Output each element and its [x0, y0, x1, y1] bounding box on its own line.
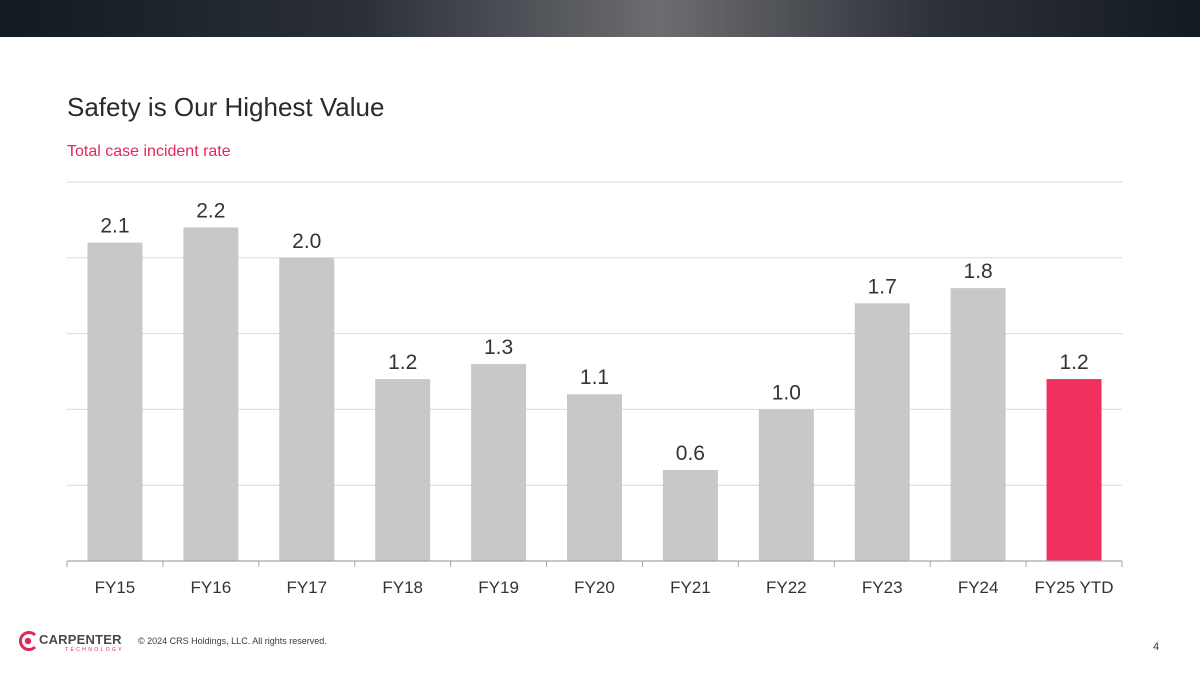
- x-tick-label: FY22: [766, 578, 807, 597]
- bar-fy24: [950, 288, 1006, 561]
- logo-tagline: TECHNOLOGY: [65, 647, 125, 653]
- data-label: 1.1: [580, 366, 609, 389]
- data-label: 1.7: [868, 275, 897, 298]
- x-tick-label: FY18: [382, 578, 423, 597]
- data-label: 1.8: [964, 260, 993, 283]
- data-label: 2.0: [292, 230, 321, 253]
- x-tick-label: FY20: [574, 578, 615, 597]
- copyright-notice: © 2024 CRS Holdings, LLC. All rights res…: [138, 636, 327, 646]
- x-tick-label: FY24: [958, 578, 999, 597]
- data-label: 2.2: [196, 199, 225, 222]
- x-tick-label: FY17: [286, 578, 327, 597]
- bar-fy16: [183, 227, 239, 562]
- x-tick-label: FY15: [95, 578, 136, 597]
- bar-fy21: [662, 470, 718, 561]
- bar-fy18: [375, 379, 431, 561]
- data-label: 1.2: [388, 351, 417, 374]
- bar-fy19: [471, 363, 527, 561]
- logo-wordmark: CARPENTER: [39, 632, 122, 647]
- x-tick-label: FY16: [191, 578, 232, 597]
- top-banner: [0, 0, 1200, 37]
- data-label: 1.3: [484, 336, 513, 359]
- bar-fy25-ytd: [1046, 379, 1102, 561]
- x-tick-label: FY25 YTD: [1035, 578, 1114, 597]
- bar-fy20: [567, 394, 622, 561]
- logo-mark-icon: [19, 631, 37, 651]
- data-label: 1.0: [772, 381, 801, 404]
- chart-subtitle: Total case incident rate: [67, 143, 231, 160]
- slide-title: Safety is Our Highest Value: [67, 92, 385, 122]
- x-tick-label: FY21: [670, 578, 711, 597]
- x-tick-label: FY23: [862, 578, 903, 597]
- bar-fy15: [87, 242, 143, 561]
- bar-fy22: [758, 409, 814, 561]
- company-logo: CARPENTER TECHNOLOGY: [18, 630, 128, 654]
- bar-fy17: [279, 257, 335, 561]
- page-number: 4: [1153, 641, 1160, 653]
- data-label: 0.6: [676, 442, 705, 465]
- bar-chart: 2.1 2.2 2.0 1.2 1.3 1.1 0.6 1.0 1.7 1.8 1.2 FY15 FY1…: [66, 181, 1123, 597]
- data-label: 1.2: [1059, 351, 1088, 374]
- bar-fy23: [854, 303, 910, 561]
- data-label: 2.1: [100, 215, 129, 238]
- x-tick-label: FY19: [478, 578, 519, 597]
